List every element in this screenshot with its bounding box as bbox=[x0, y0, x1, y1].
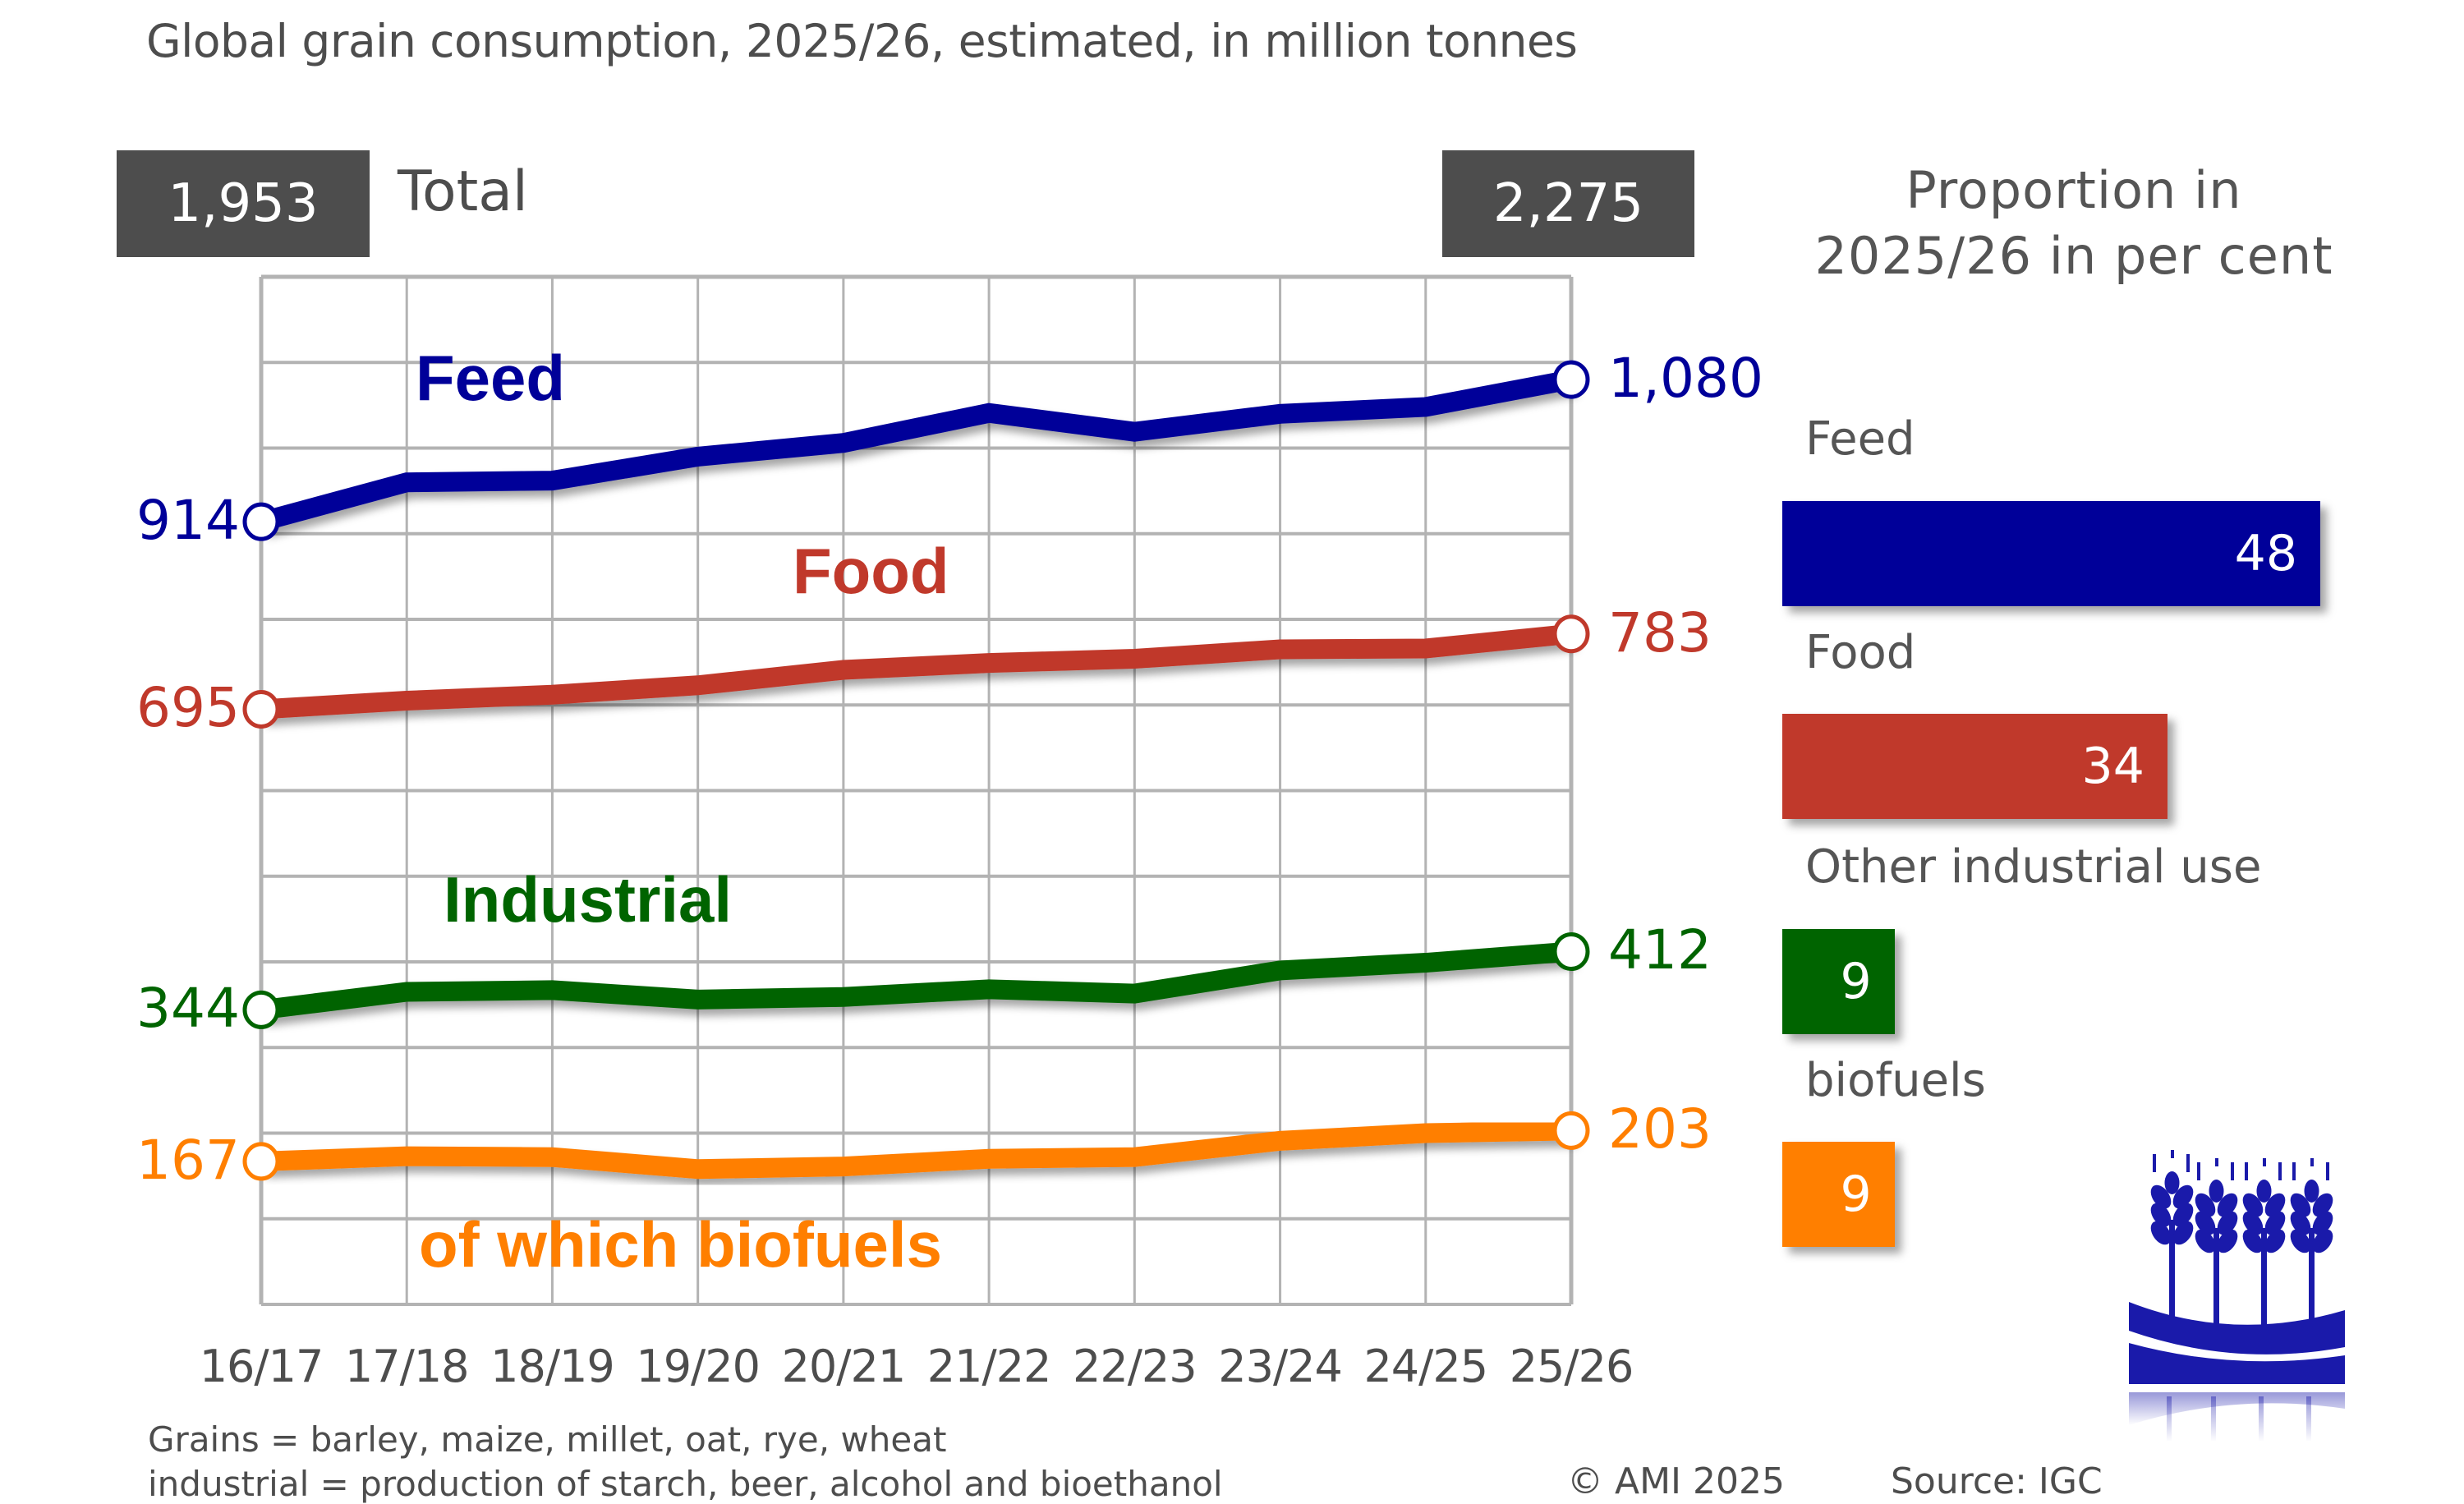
start-value-industrial: 344 bbox=[136, 977, 240, 1041]
x-tick-label: 23/24 bbox=[1218, 1341, 1343, 1392]
x-tick-label: 25/26 bbox=[1509, 1341, 1634, 1392]
x-tick-label: 21/22 bbox=[926, 1341, 1052, 1392]
total-end-badge: 2,275 bbox=[1442, 150, 1694, 257]
proportion-label: Food bbox=[1805, 626, 1916, 679]
chart-title: Global grain consumption, 2025/26, estim… bbox=[146, 15, 1578, 67]
total-label: Total bbox=[398, 159, 528, 224]
x-tick-label: 24/25 bbox=[1363, 1341, 1488, 1392]
data-point-industrial bbox=[242, 990, 280, 1029]
proportion-value: 48 bbox=[2234, 525, 2297, 582]
data-point-feed bbox=[1552, 360, 1590, 399]
end-value-feed: 1,080 bbox=[1608, 347, 1763, 411]
start-value-biofuels: 167 bbox=[136, 1128, 240, 1192]
data-point-food bbox=[1552, 614, 1590, 654]
x-tick-label: 22/23 bbox=[1073, 1341, 1198, 1392]
proportion-bar: 34 bbox=[1782, 714, 2167, 819]
proportion-label: Other industrial use bbox=[1805, 840, 2262, 894]
series-label-industrial: Industrial bbox=[444, 863, 733, 936]
total-start-badge: 1,953 bbox=[117, 150, 370, 257]
x-tick-label: 20/21 bbox=[781, 1341, 907, 1392]
chart-markers bbox=[242, 360, 1590, 1181]
copyright: © AMI 2025 bbox=[1567, 1460, 1785, 1502]
end-value-biofuels: 203 bbox=[1608, 1097, 1712, 1161]
end-value-industrial: 412 bbox=[1608, 918, 1712, 982]
proportion-bar: 9 bbox=[1782, 1142, 1895, 1247]
series-line-biofuels bbox=[260, 1120, 1572, 1180]
grain-ears-logo-icon bbox=[2129, 1150, 2345, 1442]
data-point-feed bbox=[242, 502, 280, 541]
data-point-biofuels bbox=[242, 1142, 280, 1181]
start-value-feed: 914 bbox=[136, 489, 240, 553]
source: Source: IGC bbox=[1891, 1460, 2103, 1502]
series-label-biofuels: of which biofuels bbox=[419, 1208, 942, 1281]
proportion-value: 9 bbox=[1840, 953, 1872, 1010]
end-value-food: 783 bbox=[1608, 600, 1712, 665]
series-line-food bbox=[260, 623, 1573, 720]
x-tick-label: 18/19 bbox=[490, 1341, 615, 1392]
data-point-biofuels bbox=[1552, 1111, 1590, 1150]
x-tick-label: 17/18 bbox=[344, 1341, 470, 1392]
proportion-label: Feed bbox=[1805, 412, 1915, 466]
chart-lines bbox=[258, 370, 1574, 1180]
x-tick-label: 16/17 bbox=[199, 1341, 324, 1392]
footnote-grains: Grains = barley, maize, millet, oat, rye… bbox=[148, 1419, 947, 1460]
proportion-bar: 9 bbox=[1782, 929, 1895, 1034]
proportion-title: Proportion in 2025/26 in per cent bbox=[1814, 160, 2333, 286]
proportion-value: 9 bbox=[1840, 1166, 1872, 1223]
x-tick-label: 19/20 bbox=[636, 1341, 761, 1392]
series-line-feed bbox=[258, 370, 1574, 531]
data-point-industrial bbox=[1552, 931, 1590, 971]
footnote-industrial: industrial = production of starch, beer,… bbox=[148, 1464, 1223, 1504]
proportion-label: biofuels bbox=[1805, 1054, 1986, 1107]
series-label-food: Food bbox=[793, 535, 949, 607]
series-label-feed: Feed bbox=[416, 342, 566, 414]
proportion-bar: 48 bbox=[1782, 501, 2320, 606]
series-line-industrial bbox=[260, 941, 1572, 1020]
data-point-food bbox=[242, 689, 280, 729]
start-value-food: 695 bbox=[136, 676, 240, 740]
proportion-value: 34 bbox=[2081, 738, 2145, 795]
